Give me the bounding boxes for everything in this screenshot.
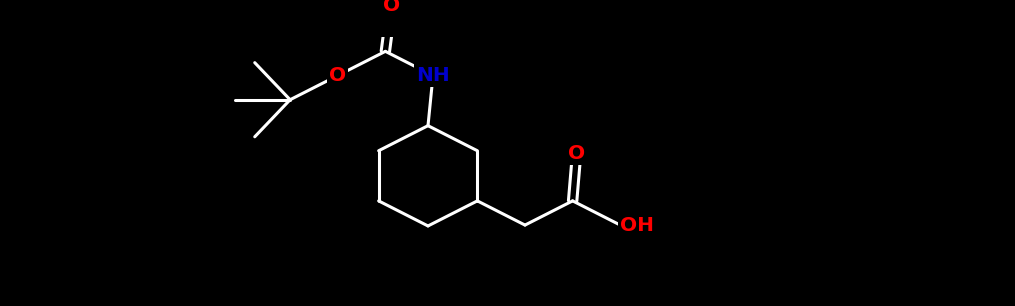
- Text: O: O: [329, 66, 346, 85]
- Text: OH: OH: [620, 215, 655, 235]
- Text: O: O: [383, 0, 400, 15]
- Text: O: O: [568, 144, 586, 163]
- Text: NH: NH: [416, 66, 450, 85]
